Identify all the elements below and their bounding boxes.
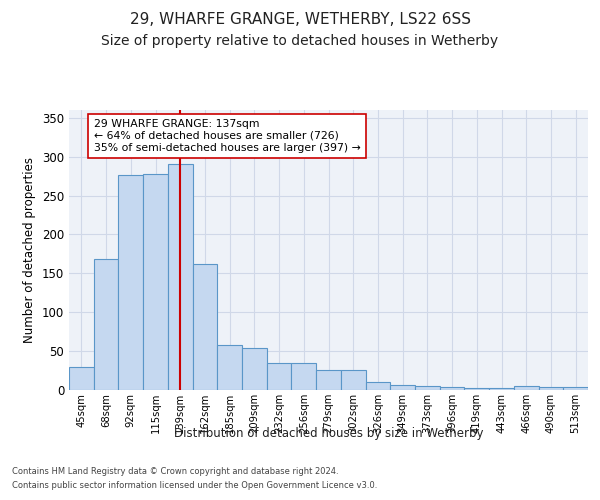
- Text: Distribution of detached houses by size in Wetherby: Distribution of detached houses by size …: [174, 428, 484, 440]
- Bar: [390, 386, 415, 390]
- Bar: [118, 176, 143, 390]
- Bar: [94, 260, 118, 390]
- Text: 29, WHARFE GRANGE, WETHERBY, LS22 6SS: 29, WHARFE GRANGE, WETHERBY, LS22 6SS: [130, 12, 470, 28]
- Bar: [440, 387, 464, 390]
- Bar: [242, 348, 267, 390]
- Bar: [193, 264, 217, 390]
- Bar: [415, 386, 440, 390]
- Bar: [292, 363, 316, 390]
- Bar: [341, 370, 365, 390]
- Bar: [539, 387, 563, 390]
- Bar: [168, 164, 193, 390]
- Bar: [464, 388, 489, 390]
- Bar: [563, 387, 588, 390]
- Bar: [217, 345, 242, 390]
- Y-axis label: Number of detached properties: Number of detached properties: [23, 157, 37, 343]
- Bar: [365, 382, 390, 390]
- Bar: [69, 366, 94, 390]
- Bar: [143, 174, 168, 390]
- Text: Contains HM Land Registry data © Crown copyright and database right 2024.: Contains HM Land Registry data © Crown c…: [12, 468, 338, 476]
- Bar: [267, 363, 292, 390]
- Text: Size of property relative to detached houses in Wetherby: Size of property relative to detached ho…: [101, 34, 499, 48]
- Text: 29 WHARFE GRANGE: 137sqm
← 64% of detached houses are smaller (726)
35% of semi-: 29 WHARFE GRANGE: 137sqm ← 64% of detach…: [94, 120, 361, 152]
- Bar: [514, 386, 539, 390]
- Bar: [316, 370, 341, 390]
- Text: Contains public sector information licensed under the Open Government Licence v3: Contains public sector information licen…: [12, 481, 377, 490]
- Bar: [489, 388, 514, 390]
